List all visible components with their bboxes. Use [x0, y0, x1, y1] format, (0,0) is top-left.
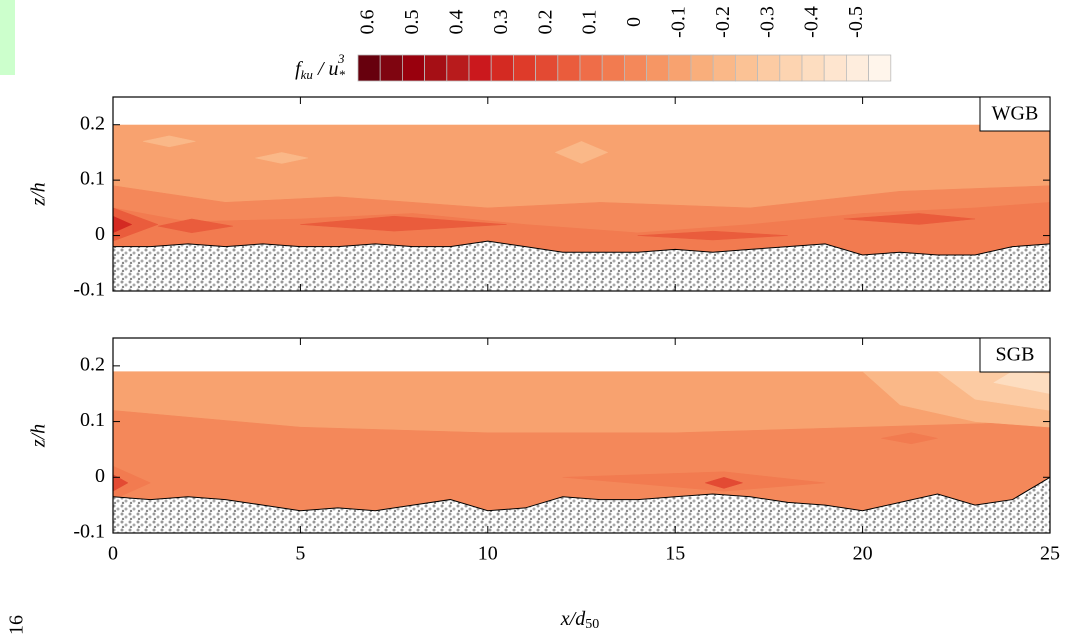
panel-label-box [979, 96, 1051, 132]
label-main: x/d [560, 608, 586, 630]
contour-patch [881, 432, 938, 445]
contour-patch [113, 215, 133, 234]
colorbar-tick-label: 0.2 [534, 10, 556, 35]
colorbar-tick-label: 0 [623, 17, 645, 27]
colorbar-cell [535, 54, 559, 82]
contour-patch [113, 207, 159, 242]
colorbar-tick-label: 0.5 [401, 10, 423, 35]
x-tick-label: 10 [478, 543, 498, 565]
field [113, 371, 1050, 517]
y-tick-label: 0.2 [80, 112, 105, 134]
label-sup: 3 [337, 51, 345, 66]
label-sep: / u [313, 58, 339, 80]
colorbar-cell [757, 54, 781, 82]
colorbar-cell [513, 54, 537, 82]
contour-patch [157, 218, 233, 234]
colorbar-cell [601, 54, 625, 82]
contour-patch [843, 213, 976, 225]
axes-frame [112, 96, 1051, 292]
colorbar-tick-label: 0.3 [490, 10, 512, 35]
contour-patch [255, 152, 308, 164]
colorbar-cell [690, 54, 714, 82]
colorbar-cell [712, 54, 736, 82]
colorbar-cell [379, 54, 403, 82]
colorbar-tick-label: -0.1 [667, 6, 689, 38]
colorbar-cell [735, 54, 759, 82]
contour-patch [142, 135, 196, 148]
side-tab [0, 0, 15, 75]
contour-patch [300, 215, 507, 232]
bed-line [113, 240, 1051, 256]
bed [113, 241, 1050, 291]
bed-line [112, 476, 1051, 512]
contour-patch [562, 471, 826, 492]
y-tick-label: -0.1 [73, 279, 105, 301]
panel-label-box [979, 337, 1051, 373]
colorbar-cell [446, 54, 470, 82]
colorbar-cell [846, 54, 870, 82]
colorbar-cell [779, 54, 803, 82]
x-tick-label: 25 [1040, 543, 1060, 565]
x-tick-label: 5 [295, 543, 305, 565]
colorbar-cell [823, 54, 847, 82]
colorbar-cell [468, 54, 492, 82]
colorbar-tick-label: 0.4 [445, 10, 467, 35]
y-axis-label: z/h [28, 424, 50, 448]
colorbar-tick-label: 0.6 [357, 10, 379, 35]
contour-patch [637, 230, 788, 241]
colorbar-cell [668, 54, 692, 82]
colorbar-tick-label: 0.1 [579, 10, 601, 35]
y-tick-label: 0.1 [80, 168, 105, 190]
y-tick-label: -0.1 [73, 521, 105, 543]
x-axis-label: x/d50 [560, 608, 599, 633]
bed [113, 477, 1050, 533]
field [113, 124, 1050, 258]
y-tick-label: 0.2 [80, 353, 105, 375]
y-tick-label: 0 [95, 465, 105, 487]
label-sub2: * [339, 67, 346, 82]
colorbar-cell [490, 54, 514, 82]
contour-patch [113, 202, 1050, 258]
panel-label: SGB [996, 344, 1035, 366]
colorbar-label: fku / u*3 [295, 51, 345, 82]
y-tick-label: 0.1 [80, 409, 105, 431]
label-main: f [295, 58, 303, 80]
colorbar-cell [424, 54, 448, 82]
colorbar-tick-label: -0.4 [801, 6, 823, 38]
colorbar-cell [557, 54, 581, 82]
x-tick-label: 15 [665, 543, 685, 565]
colorbar-cell [801, 54, 825, 82]
colorbar-cell [579, 54, 603, 82]
colorbar-tick-label: -0.3 [756, 6, 778, 38]
contour-patch [113, 465, 152, 500]
colorbar-cell [357, 54, 381, 82]
colorbar-cell [401, 54, 425, 82]
panel-label: WGB [992, 103, 1039, 125]
colorbar-cell [868, 54, 892, 82]
label-sub: ku [301, 67, 314, 82]
contour-patch [554, 141, 609, 164]
page-number: 16 [6, 615, 28, 635]
contour-patch [113, 474, 129, 492]
colorbar-tick-label: -0.5 [845, 6, 867, 38]
colorbar-cell [646, 54, 670, 82]
contour-patch [704, 477, 744, 489]
contour-patch [993, 371, 1050, 394]
y-axis-label: z/h [28, 182, 50, 206]
axes-frame [112, 337, 1051, 534]
x-tick-label: 20 [853, 543, 873, 565]
colorbar-cell [624, 54, 648, 82]
x-tick-label: 0 [108, 543, 118, 565]
label-sub: 50 [585, 617, 599, 632]
colorbar-tick-label: -0.2 [712, 6, 734, 38]
y-tick-label: 0 [95, 223, 105, 245]
